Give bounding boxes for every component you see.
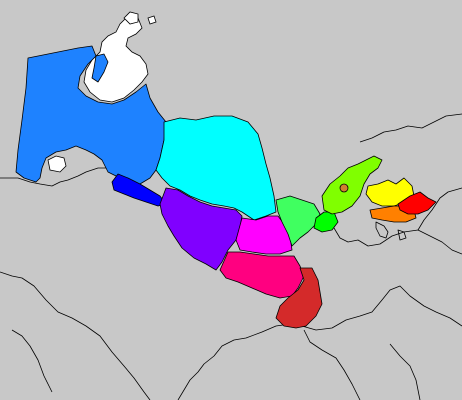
region-bukhara — [159, 187, 243, 271]
country-border — [0, 271, 151, 400]
region-karakalpakstan — [15, 45, 167, 185]
region-tashkent — [321, 155, 383, 215]
region-kashkadarya — [219, 251, 305, 299]
region-samarkand — [235, 215, 293, 255]
region-syrdarya — [313, 211, 339, 233]
region-tashkent-city — [339, 183, 349, 193]
lake — [47, 155, 67, 173]
country-border — [417, 187, 462, 231]
region-surkhandarya — [275, 267, 323, 329]
aral-sea-island — [147, 15, 157, 25]
enclave-border — [375, 221, 389, 239]
aral-sea — [83, 15, 149, 103]
aral-sea-island — [123, 11, 139, 25]
country-border — [177, 285, 462, 400]
region-jizzakh — [275, 195, 321, 247]
country-border — [0, 159, 113, 187]
region-khorezm — [111, 173, 167, 207]
country-border — [11, 329, 53, 393]
enclave-border — [397, 229, 407, 241]
region-andijan — [397, 191, 437, 215]
aral-island-blue — [91, 53, 109, 83]
country-border — [303, 329, 361, 400]
country-border — [333, 227, 462, 255]
country-border — [389, 343, 421, 400]
country-border — [359, 113, 462, 143]
